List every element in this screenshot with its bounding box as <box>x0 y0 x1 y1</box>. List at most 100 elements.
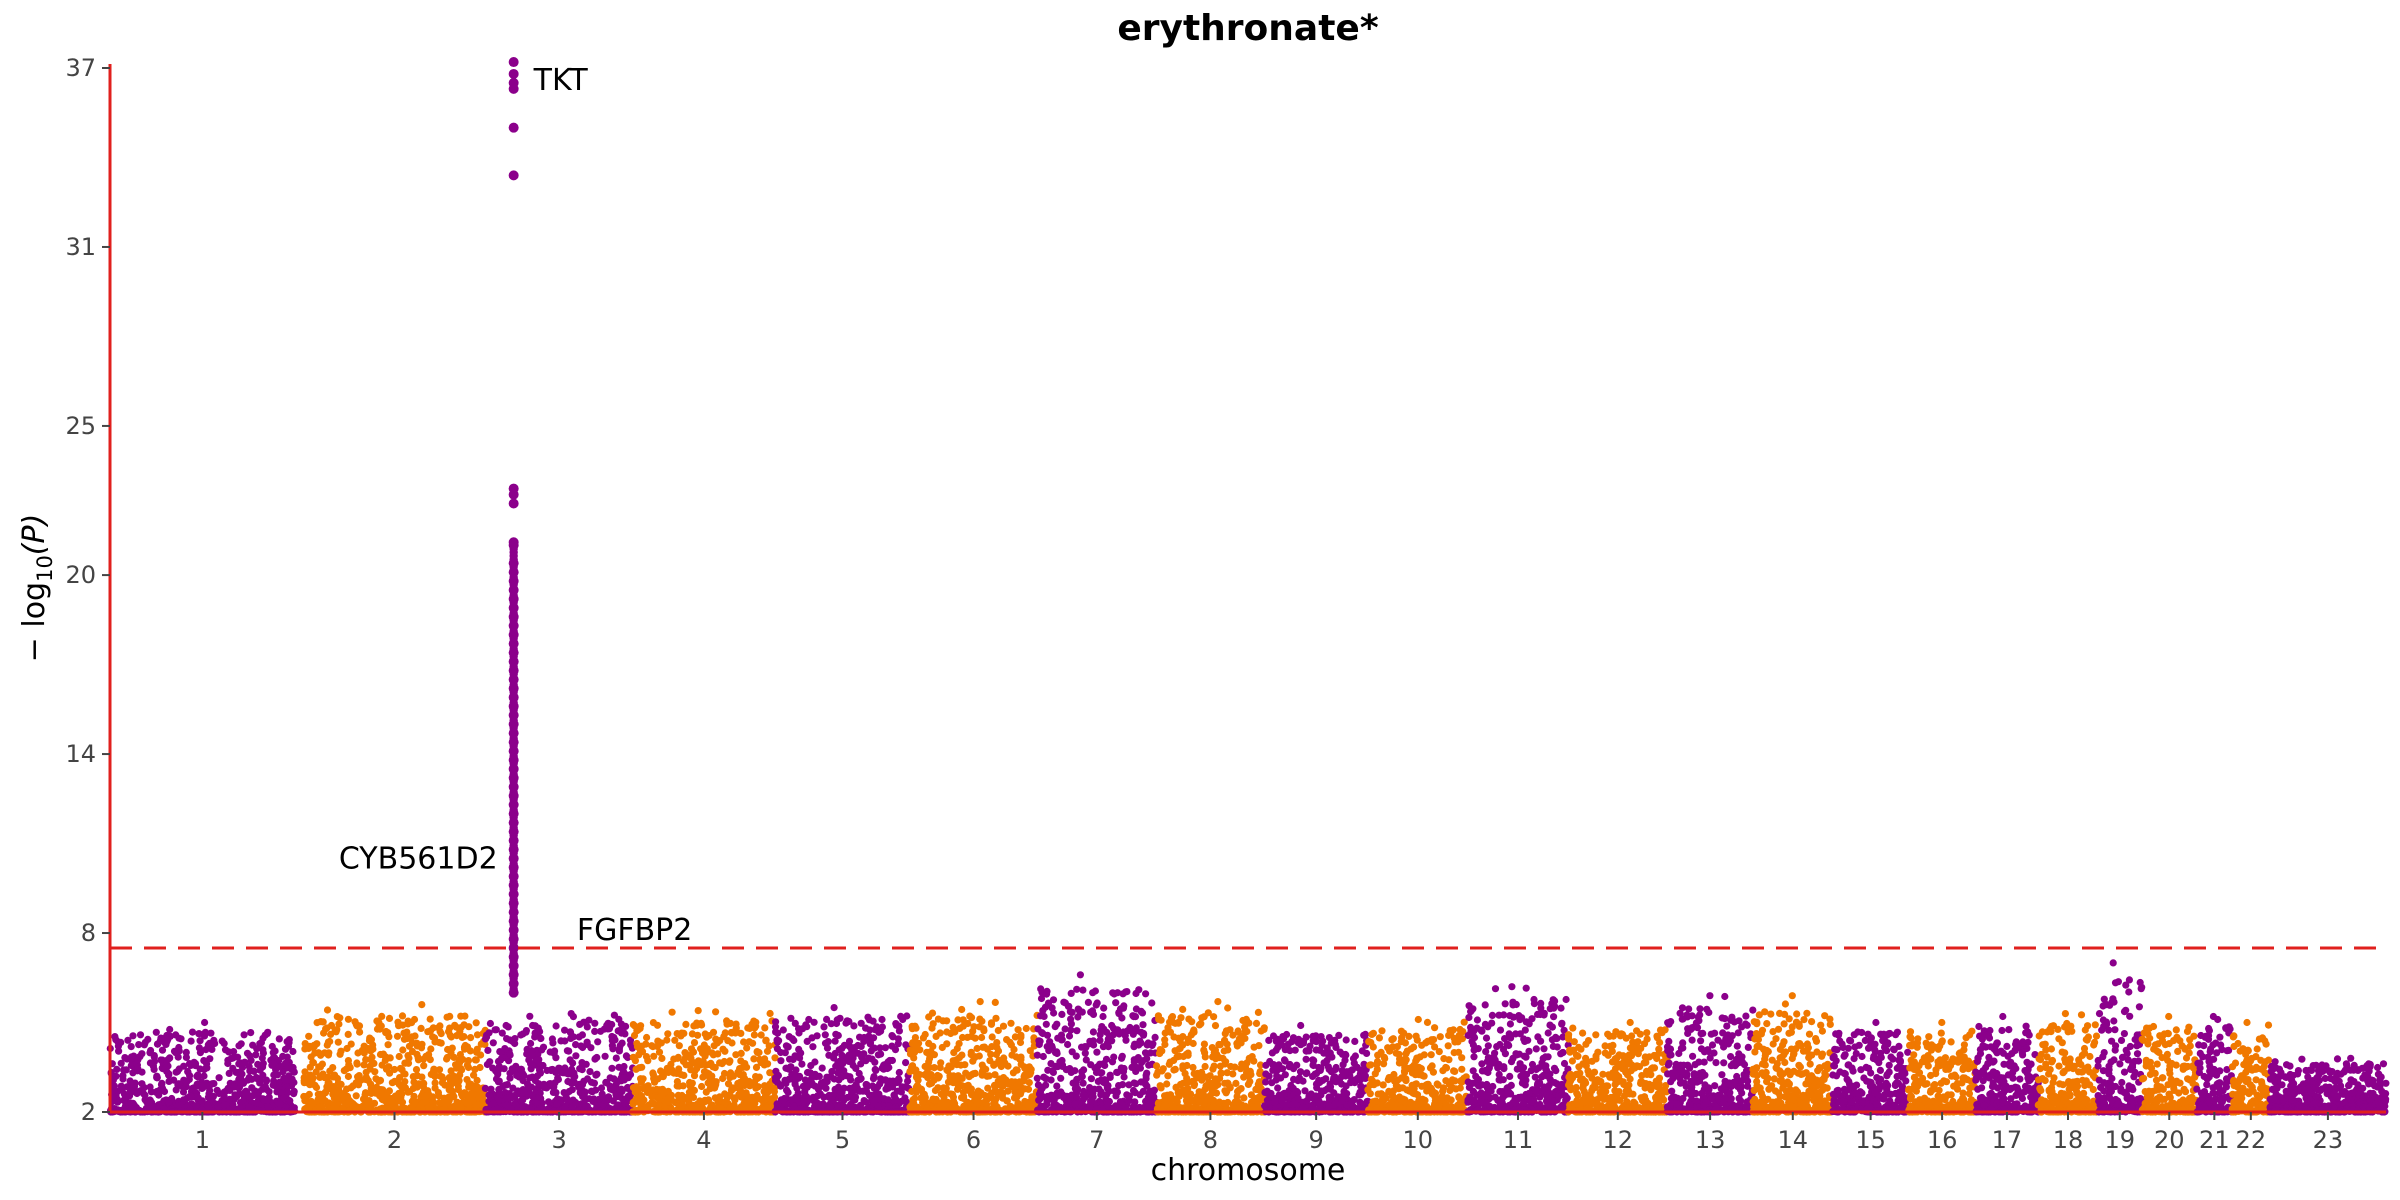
snp-point <box>1124 1027 1132 1035</box>
snp-point <box>592 1086 600 1094</box>
snp-point <box>399 1046 407 1054</box>
snp-point <box>153 1074 161 1082</box>
snp-point <box>1103 1082 1111 1090</box>
snp-point <box>1010 1094 1019 1102</box>
snp-point <box>113 1065 121 1073</box>
snp-point <box>820 1023 828 1031</box>
snp-point <box>687 1092 695 1100</box>
snp-point <box>851 1043 859 1052</box>
snp-point <box>393 1032 402 1040</box>
snp-point <box>823 1044 832 1052</box>
snp-point <box>594 1038 602 1046</box>
snp-point <box>926 1054 934 1063</box>
snp-point <box>812 1099 820 1107</box>
snp-point <box>601 1052 609 1060</box>
snp-point <box>955 1054 964 1062</box>
snp-point <box>562 1069 570 1077</box>
snp-point <box>763 1094 771 1102</box>
snp-point <box>117 1059 125 1067</box>
snp-point <box>569 1059 577 1067</box>
snp-point <box>969 1057 977 1065</box>
snp-point <box>342 1093 350 1101</box>
snp-point <box>1006 1038 1014 1046</box>
snp-point <box>218 1037 226 1045</box>
snp-point <box>401 1070 409 1078</box>
snp-point <box>860 1050 868 1058</box>
snp-point <box>394 1018 402 1026</box>
snp-point <box>1189 1063 1197 1072</box>
snp-point <box>987 1050 995 1058</box>
snp-point <box>164 1036 172 1044</box>
snp-point <box>245 1103 253 1111</box>
snp-point <box>951 1077 959 1085</box>
snp-point <box>1158 1067 1166 1075</box>
snp-point <box>310 1041 318 1049</box>
snp-point <box>934 1074 942 1082</box>
snp-point <box>375 1020 383 1028</box>
snp-point <box>1166 1058 1174 1066</box>
snp-point <box>1102 1055 1111 1063</box>
snp-point <box>403 1034 412 1043</box>
snp-point <box>254 1060 262 1068</box>
snp-point <box>845 1051 853 1059</box>
snp-point <box>119 1075 127 1083</box>
snp-point <box>503 1081 511 1089</box>
snp-point <box>1020 1077 1028 1085</box>
snp-point <box>1110 1053 1118 1061</box>
snp-point <box>937 1059 945 1067</box>
snp-point <box>1164 1072 1172 1080</box>
snp-point <box>214 1102 222 1110</box>
snp-point <box>871 1058 879 1066</box>
snp-point <box>378 1061 386 1069</box>
snp-point <box>787 1096 796 1104</box>
snp-point <box>587 1044 595 1052</box>
snp-point <box>1096 1060 1104 1068</box>
snp-point <box>182 1083 190 1091</box>
snp-point <box>632 1065 640 1073</box>
snp-point <box>591 1027 599 1035</box>
snp-point <box>463 1043 471 1051</box>
snp-point <box>337 1080 345 1088</box>
snp-point <box>253 1045 261 1053</box>
snp-point <box>110 1082 118 1090</box>
snp-point <box>385 1014 394 1023</box>
snp-point <box>728 1039 736 1047</box>
snp-point <box>165 1054 173 1063</box>
snp-point <box>651 1078 659 1086</box>
snp-point <box>1151 1033 1159 1041</box>
snp-point-peak <box>694 1007 702 1015</box>
snp-point <box>902 1059 910 1067</box>
snp-point <box>986 1092 994 1100</box>
snp-point <box>700 1068 709 1076</box>
snp-point <box>656 1086 664 1094</box>
snp-point <box>987 1020 996 1028</box>
chromosome-6-points <box>906 998 1041 1116</box>
snp-point <box>165 1070 173 1078</box>
snp-point <box>674 1053 682 1061</box>
snp-point <box>470 1071 478 1079</box>
snp-point <box>1131 1013 1140 1021</box>
snp-point <box>498 1029 506 1037</box>
snp-point <box>1113 1068 1122 1077</box>
data-points <box>106 57 2390 1116</box>
snp-point <box>503 1094 511 1102</box>
snp-point <box>789 1055 797 1064</box>
snp-point <box>129 1032 137 1040</box>
snp-point <box>531 1033 539 1041</box>
snp-point <box>1166 1091 1175 1099</box>
snp-point <box>395 1080 403 1088</box>
snp-point <box>791 1019 799 1027</box>
snp-point <box>412 1066 421 1074</box>
snp-point <box>1099 1012 1107 1021</box>
snp-point <box>114 1042 122 1050</box>
snp-point <box>620 1062 628 1071</box>
snp-point <box>862 1057 870 1065</box>
snp-point <box>418 1080 426 1088</box>
snp-point <box>1181 1070 1189 1078</box>
snp-point <box>991 1071 999 1079</box>
snp-point <box>631 1022 639 1030</box>
snp-point <box>877 1050 885 1058</box>
snp-point <box>719 1074 727 1083</box>
snp-point <box>408 1019 416 1027</box>
snp-point <box>578 1066 586 1074</box>
